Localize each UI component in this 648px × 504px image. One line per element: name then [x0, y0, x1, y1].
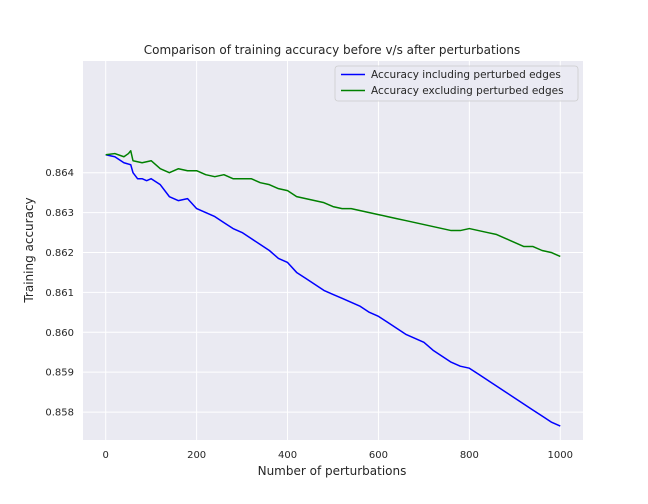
y-axis-ticks: 0.858 0.859 0.860 0.861 0.862 0.863 0.864 — [45, 168, 74, 418]
x-tick-label: 200 — [187, 450, 206, 461]
chart-title: Comparison of training accuracy before v… — [144, 43, 521, 57]
y-axis-label: Training accuracy — [22, 197, 36, 303]
y-tick-label: 0.859 — [45, 368, 74, 379]
y-tick-label: 0.858 — [45, 408, 74, 419]
y-tick-label: 0.861 — [45, 288, 74, 299]
legend-box — [334, 65, 579, 102]
plot-area — [83, 61, 583, 440]
legend: Accuracy including perturbed edges Accur… — [334, 65, 579, 102]
series-line-excluding — [105, 150, 561, 258]
grid — [83, 61, 583, 440]
x-axis-label: Number of perturbations — [258, 464, 407, 478]
y-tick-label: 0.862 — [45, 248, 74, 259]
legend-label-excluding: Accuracy excluding perturbed edges — [371, 85, 564, 97]
x-axis-ticks: 0 200 400 600 800 1000 — [103, 450, 573, 461]
series-line-including — [105, 154, 561, 427]
series-lines — [105, 150, 561, 427]
y-tick-label: 0.864 — [45, 168, 74, 179]
x-tick-label: 600 — [369, 450, 388, 461]
x-tick-label: 0 — [103, 450, 109, 461]
y-tick-label: 0.863 — [45, 208, 74, 219]
x-tick-label: 1000 — [548, 450, 573, 461]
legend-label-including: Accuracy including perturbed edges — [371, 69, 561, 81]
x-tick-label: 800 — [460, 450, 479, 461]
y-tick-label: 0.860 — [45, 328, 74, 339]
x-tick-label: 400 — [278, 450, 297, 461]
